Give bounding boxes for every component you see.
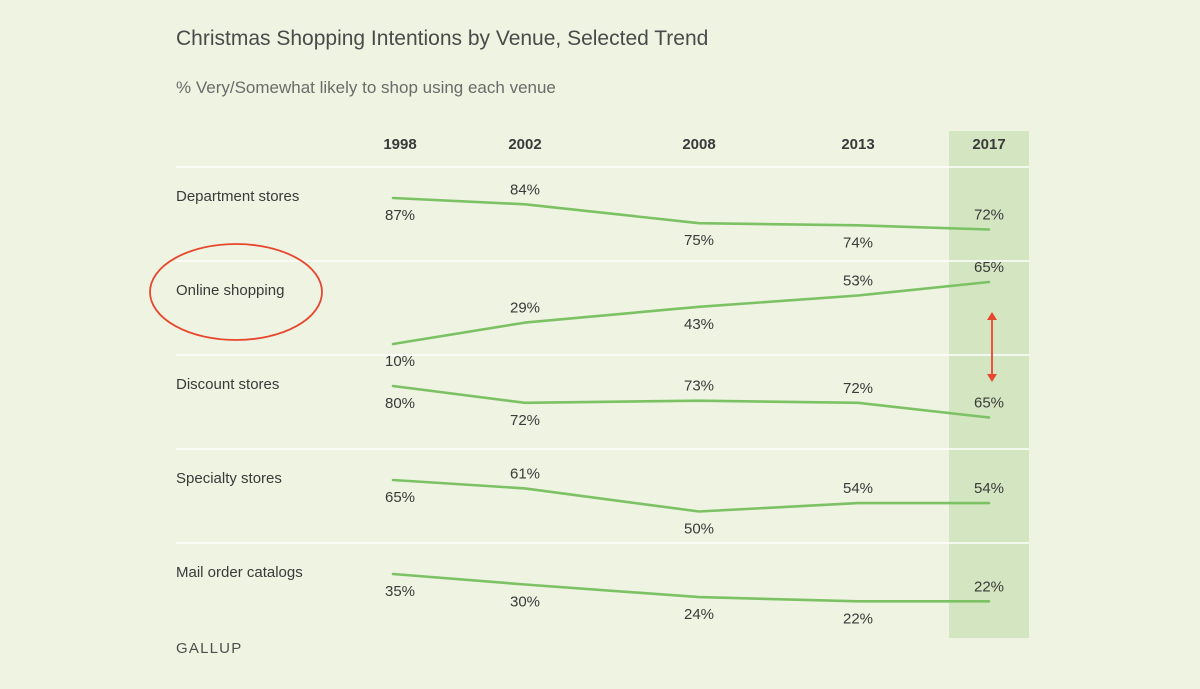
value-label: 30% [510, 594, 540, 611]
value-label: 53% [843, 273, 873, 290]
series-label: Specialty stores [176, 470, 282, 487]
value-label: 61% [510, 465, 540, 482]
value-label: 80% [385, 395, 415, 412]
value-label: 35% [385, 583, 415, 600]
value-label: 74% [843, 234, 873, 251]
value-label: 75% [684, 232, 714, 249]
series-line [391, 384, 991, 419]
value-label: 84% [510, 181, 540, 198]
chart-subtitle: % Very/Somewhat likely to shop using eac… [176, 78, 556, 97]
comparison-arrow-head-down [987, 374, 997, 382]
year-header: 2013 [841, 136, 874, 153]
value-label: 43% [684, 316, 714, 333]
value-label: 24% [684, 606, 714, 623]
comparison-arrow-head-up [987, 312, 997, 320]
series-label: Mail order catalogs [176, 564, 303, 581]
value-label: 65% [974, 259, 1004, 276]
series-label: Department stores [176, 188, 299, 205]
value-label: 29% [510, 300, 540, 317]
value-label: 72% [510, 412, 540, 429]
year-header: 2017 [972, 136, 1005, 153]
year-header: 1998 [383, 136, 416, 153]
year-header: 2008 [682, 136, 715, 153]
series-line [391, 478, 991, 513]
series-line [391, 280, 991, 346]
value-label: 72% [974, 207, 1004, 224]
value-label: 72% [843, 380, 873, 397]
year-header: 2002 [508, 136, 541, 153]
value-label: 22% [974, 578, 1004, 595]
series-line [391, 196, 991, 231]
value-label: 50% [684, 521, 714, 538]
value-label: 73% [684, 378, 714, 395]
highlight-band-2017 [949, 131, 1029, 638]
value-label: 65% [974, 395, 1004, 412]
value-label: 10% [385, 353, 415, 370]
value-label: 22% [843, 610, 873, 627]
value-label: 54% [843, 480, 873, 497]
value-label: 87% [385, 207, 415, 224]
source-label: GALLUP [176, 640, 243, 657]
series-label: Online shopping [176, 282, 284, 299]
series-label: Discount stores [176, 376, 279, 393]
value-label: 54% [974, 480, 1004, 497]
value-label: 65% [385, 489, 415, 506]
chart-title: Christmas Shopping Intentions by Venue, … [176, 27, 709, 50]
highlight-circle [149, 243, 323, 341]
series-line [391, 572, 991, 603]
